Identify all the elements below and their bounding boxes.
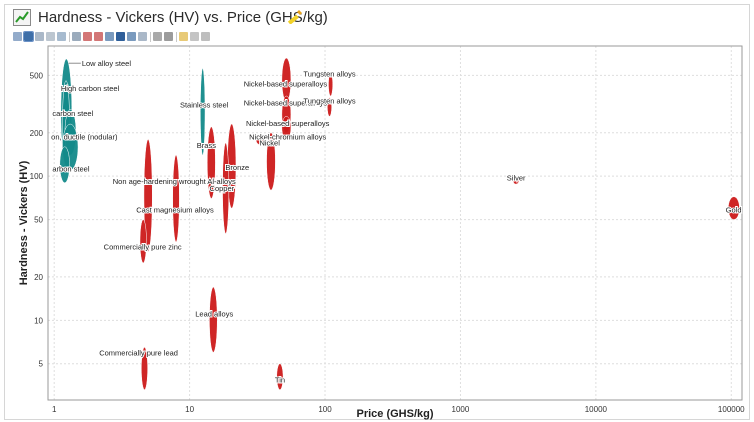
material-label: Stainless steel: [180, 100, 229, 109]
chart-toolbar: [5, 31, 749, 44]
grid: [48, 46, 742, 400]
material-bubble[interactable]: [728, 196, 740, 220]
material-label: Nickel-based superalloys: [246, 119, 330, 128]
material-label: on, ductile (nodular): [51, 132, 118, 141]
material-label: carbon steel: [52, 109, 93, 118]
y-axis-label: Hardness - Vickers (HV): [18, 160, 30, 285]
material-bubble[interactable]: [222, 142, 230, 234]
material-label: Commercially pure lead: [99, 349, 178, 358]
x-tick-label: 100: [318, 405, 332, 414]
material-label: Low alloy steel: [82, 59, 132, 68]
filter-icon[interactable]: [72, 32, 81, 41]
y-tick-label: 100: [30, 172, 44, 181]
material-label: Non age-hardening wrought Al-alloys: [113, 177, 236, 186]
y-tick-label: 200: [30, 129, 44, 138]
delete-icon[interactable]: [83, 32, 92, 41]
material-label: Commercially pure zinc: [104, 242, 182, 251]
x-tick-label: 1: [52, 405, 57, 414]
link-icon[interactable]: [190, 32, 199, 41]
material-bubble[interactable]: [141, 347, 148, 390]
material-bubble[interactable]: [327, 97, 332, 117]
title-bar: Hardness - Vickers (HV) vs. Price (GHS/k…: [5, 5, 749, 31]
material-bubble[interactable]: [255, 135, 266, 146]
material-label: Nickel-based superalloys: [244, 79, 328, 88]
material-label: Tin: [275, 376, 285, 385]
material-label: Cast magnesium alloys: [136, 205, 214, 214]
material-bubble[interactable]: [59, 146, 70, 184]
material-label: High carbon steel: [61, 84, 120, 93]
plot-border: [47, 45, 743, 401]
material-bubble[interactable]: [139, 219, 147, 264]
toolbar-separator: [176, 32, 177, 42]
material-label: Bronze: [225, 163, 249, 172]
hide-icon[interactable]: [127, 32, 136, 41]
y-tick-label: 500: [30, 71, 44, 80]
pin-icon[interactable]: [105, 32, 114, 41]
material-bubble[interactable]: [281, 116, 292, 140]
select-icon[interactable]: [23, 31, 34, 42]
material-label: Tungsten alloys: [303, 70, 356, 79]
list-icon[interactable]: [13, 32, 22, 41]
print-icon[interactable]: [153, 32, 162, 41]
chart-type-icon: [13, 9, 31, 26]
edit-title-icon[interactable]: [287, 8, 303, 24]
material-bubble[interactable]: [200, 68, 206, 156]
material-label: Nickel-chromium alloys: [249, 133, 326, 142]
label-icon[interactable]: [138, 32, 147, 41]
material-label: Lead alloys: [195, 310, 233, 319]
lasso-icon[interactable]: [35, 32, 44, 41]
material-label: Copper: [210, 184, 235, 193]
material-label: Silver: [507, 174, 526, 183]
material-label: Gold: [726, 205, 742, 214]
material-bubble[interactable]: [328, 72, 333, 97]
zoom-fit-icon[interactable]: [57, 32, 66, 41]
star-icon[interactable]: [179, 32, 188, 41]
x-tick-label: 1000: [452, 405, 470, 414]
material-bubble[interactable]: [209, 286, 218, 353]
x-tick-label: 10000: [585, 405, 608, 414]
material-label: arbon steel: [52, 164, 89, 173]
chart-title: Hardness - Vickers (HV) vs. Price (GHS/k…: [38, 9, 328, 26]
x-tick-label: 100000: [718, 405, 745, 414]
highlight-icon[interactable]: [116, 32, 125, 41]
x-tick-label: 10: [185, 405, 194, 414]
y-tick-label: 10: [34, 316, 43, 325]
dropdown-icon[interactable]: [164, 32, 173, 41]
toolbar-separator: [69, 32, 70, 42]
material-bubble[interactable]: [512, 177, 520, 185]
material-bubble[interactable]: [276, 363, 284, 390]
material-label: Tungsten alloys: [303, 96, 356, 105]
pen-icon[interactable]: [201, 32, 210, 41]
material-labels: Low alloy steel High carbon steel carbon s…: [50, 58, 742, 385]
toolbar-separator: [150, 32, 151, 42]
material-bubbles: [59, 57, 740, 390]
material-label: Nickel-based superalloys: [244, 98, 328, 107]
material-bubble[interactable]: [207, 126, 216, 199]
material-bubble[interactable]: [266, 132, 276, 191]
material-label: Nickel: [259, 139, 280, 148]
material-bubble[interactable]: [143, 139, 153, 252]
material-bubble[interactable]: [172, 154, 180, 243]
axis-ticks: 1 10 100 1000 10000 100000 5 10 20 50 100 200 500: [30, 71, 746, 414]
x-axis-label: Price (GHS/kg): [356, 408, 433, 420]
zoom-box-icon[interactable]: [46, 32, 55, 41]
y-tick-label: 5: [39, 360, 44, 369]
chart-window: Hardness - Vickers (HV) vs. Price (GHS/k…: [4, 4, 750, 420]
material-label: Brass: [197, 141, 216, 150]
y-tick-label: 20: [34, 273, 43, 282]
delete-all-icon[interactable]: [94, 32, 103, 41]
y-tick-label: 50: [34, 216, 43, 225]
